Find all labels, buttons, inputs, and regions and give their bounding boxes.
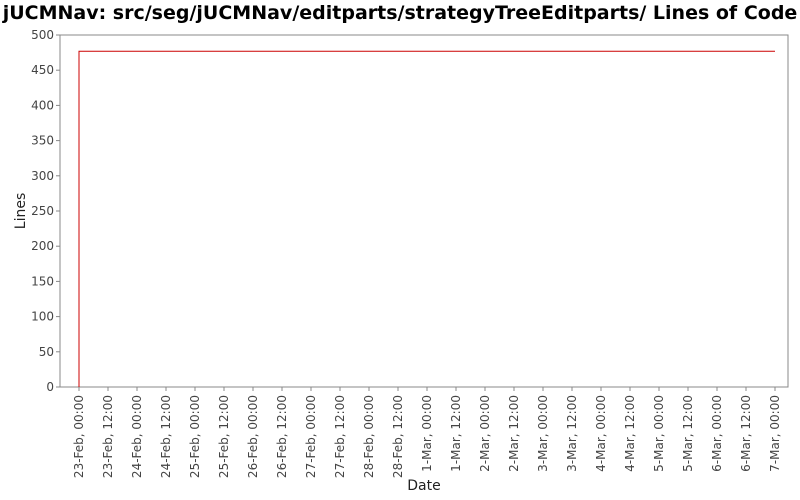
x-tick-label: 1-Mar, 00:00 <box>420 395 434 472</box>
x-tick-label: 23-Feb, 12:00 <box>101 395 115 478</box>
x-tick-label: 2-Mar, 00:00 <box>478 395 492 472</box>
x-axis: 23-Feb, 00:00 23-Feb, 12:00 24-Feb, 00:00 2… <box>72 387 782 478</box>
plot-area <box>59 34 789 388</box>
y-tick-label: 150 <box>31 274 54 288</box>
x-tick-label: 26-Feb, 12:00 <box>275 395 289 478</box>
x-tick-label: 1-Mar, 12:00 <box>449 395 463 472</box>
x-tick-label: 24-Feb, 00:00 <box>130 395 144 478</box>
x-tick-label: 27-Feb, 00:00 <box>304 395 318 478</box>
x-tick-label: 3-Mar, 00:00 <box>536 395 550 472</box>
y-tick-label: 500 <box>31 28 54 42</box>
y-tick-label: 400 <box>31 98 54 112</box>
y-tick-label: 50 <box>39 345 54 359</box>
x-tick-label: 28-Feb, 00:00 <box>362 395 376 478</box>
x-tick-label: 24-Feb, 12:00 <box>159 395 173 478</box>
y-tick-label: 450 <box>31 63 54 77</box>
x-tick-label: 26-Feb, 00:00 <box>246 395 260 478</box>
y-tick-label: 0 <box>46 380 54 394</box>
series-line <box>78 50 775 387</box>
x-tick-label: 4-Mar, 12:00 <box>623 395 637 472</box>
x-tick-label: 6-Mar, 00:00 <box>710 395 724 472</box>
x-tick-label: 23-Feb, 00:00 <box>72 395 86 478</box>
y-tick-label: 100 <box>31 310 54 324</box>
y-tick-label: 350 <box>31 134 54 148</box>
y-axis-label: Lines <box>13 193 29 229</box>
y-axis: 0 50 100 150 200 250 300 350 400 450 500 <box>31 28 60 394</box>
y-tick-label: 250 <box>31 204 54 218</box>
series-layer <box>78 50 775 387</box>
x-tick-label: 3-Mar, 12:00 <box>565 395 579 472</box>
chart-title: jUCMNav: src/seg/jUCMNav/editparts/strat… <box>2 2 798 24</box>
x-tick-label: 25-Feb, 00:00 <box>188 395 202 478</box>
x-tick-label: 27-Feb, 12:00 <box>333 395 347 478</box>
x-tick-label: 4-Mar, 00:00 <box>594 395 608 472</box>
x-tick-label: 2-Mar, 12:00 <box>507 395 521 472</box>
x-tick-label: 5-Mar, 12:00 <box>681 395 695 472</box>
x-tick-label: 28-Feb, 12:00 <box>391 395 405 478</box>
x-tick-label: 5-Mar, 00:00 <box>652 395 666 472</box>
x-axis-label: Date <box>407 478 440 494</box>
y-tick-label: 300 <box>31 169 54 183</box>
x-tick-label: 25-Feb, 12:00 <box>217 395 231 478</box>
x-tick-label: 7-Mar, 00:00 <box>768 395 782 472</box>
y-tick-label: 200 <box>31 239 54 253</box>
x-tick-label: 6-Mar, 12:00 <box>739 395 753 472</box>
